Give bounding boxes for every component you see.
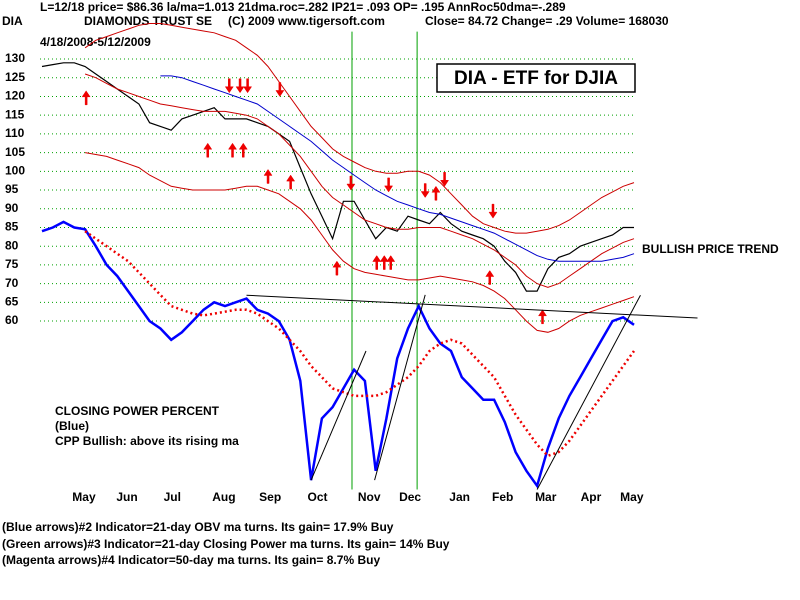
signal-arrow: [263, 169, 273, 184]
y-tick-label: 75: [5, 257, 19, 271]
x-tick-label: Jan: [449, 490, 470, 504]
signal-arrow: [346, 175, 356, 191]
copyright: (C) 2009 www.tigersoft.com: [228, 14, 385, 28]
signal-arrow: [275, 82, 285, 97]
x-tick-label: Nov: [358, 490, 381, 504]
signal-arrow: [420, 183, 430, 198]
y-tick-label: 110: [5, 126, 25, 140]
chart-title: DIA - ETF for DJIA: [454, 68, 618, 89]
header: L=12/18 price= $86.36 la/ma=1.013 21dma.…: [40, 0, 566, 14]
series-line: [84, 73, 635, 288]
signal-arrow: [224, 78, 234, 94]
x-tick-label: Feb: [492, 490, 513, 504]
note: (Magenta arrows)#4 Indicator=50-day ma t…: [2, 553, 380, 567]
x-tick-label: Sep: [259, 490, 281, 504]
x-tick-label: Aug: [212, 490, 235, 504]
signal-arrow: [286, 174, 296, 190]
y-tick-label: 90: [5, 201, 19, 215]
x-tick-label: Jun: [116, 490, 137, 504]
signal-arrow: [538, 309, 547, 325]
trend-line: [374, 294, 426, 481]
series-line: [84, 230, 636, 458]
y-tick-label: 120: [5, 89, 25, 103]
x-tick-label: May: [72, 490, 96, 504]
y-tick-label: 70: [5, 276, 19, 290]
note: (Blue arrows)#2 Indicator=21-day OBV ma …: [2, 520, 394, 534]
y-tick-label: 125: [5, 70, 25, 84]
annotation: CLOSING POWER PERCENT: [55, 404, 220, 418]
quote: Close= 84.72 Change= .29 Volume= 168030: [425, 14, 669, 28]
y-tick-label: 65: [5, 295, 19, 309]
x-tick-label: Jul: [164, 490, 181, 504]
series-line: [41, 62, 634, 292]
x-tick-label: Mar: [535, 490, 557, 504]
annotation: BULLISH PRICE TREND: [642, 242, 779, 256]
signal-arrow: [243, 78, 253, 94]
trend-line: [246, 294, 698, 319]
trend-line: [536, 294, 641, 490]
note: (Green arrows)#3 Indicator=21-day Closin…: [2, 537, 450, 551]
x-tick-label: Dec: [399, 490, 421, 504]
x-tick-label: Apr: [581, 490, 602, 504]
name: DIAMONDS TRUST SE: [84, 14, 212, 28]
signal-arrow: [228, 142, 237, 158]
y-tick-label: 100: [5, 163, 25, 177]
signal-arrow: [203, 142, 213, 158]
y-tick-label: 115: [5, 107, 25, 121]
x-tick-label: Oct: [308, 490, 328, 504]
signal-arrow: [440, 172, 450, 187]
signal-arrow: [384, 177, 394, 193]
annotation: (Blue): [55, 419, 89, 433]
y-tick-label: 105: [5, 145, 25, 159]
y-tick-label: 60: [5, 313, 19, 327]
signal-arrow: [332, 260, 342, 276]
signal-arrow: [431, 185, 441, 201]
x-tick-label: May: [620, 490, 644, 504]
signal-arrow: [81, 90, 91, 106]
symbol: DIA: [2, 14, 23, 28]
signal-arrow: [485, 270, 495, 285]
date-range: 4/18/2008-5/12/2009: [40, 35, 151, 49]
series-line: [85, 152, 635, 333]
y-tick-label: 85: [5, 220, 19, 234]
series-line: [84, 23, 635, 234]
annotation: CPP Bullish: above its rising ma: [55, 434, 239, 448]
signal-arrow: [488, 203, 498, 219]
signal-arrow: [238, 142, 248, 158]
y-tick-label: 80: [5, 238, 19, 252]
title-box: [436, 63, 636, 93]
signal-arrow: [386, 255, 396, 270]
y-tick-label: 130: [5, 51, 25, 65]
series-line: [41, 220, 635, 489]
y-tick-label: 95: [5, 182, 19, 196]
trend-line: [310, 350, 367, 481]
series-line: [160, 75, 635, 262]
